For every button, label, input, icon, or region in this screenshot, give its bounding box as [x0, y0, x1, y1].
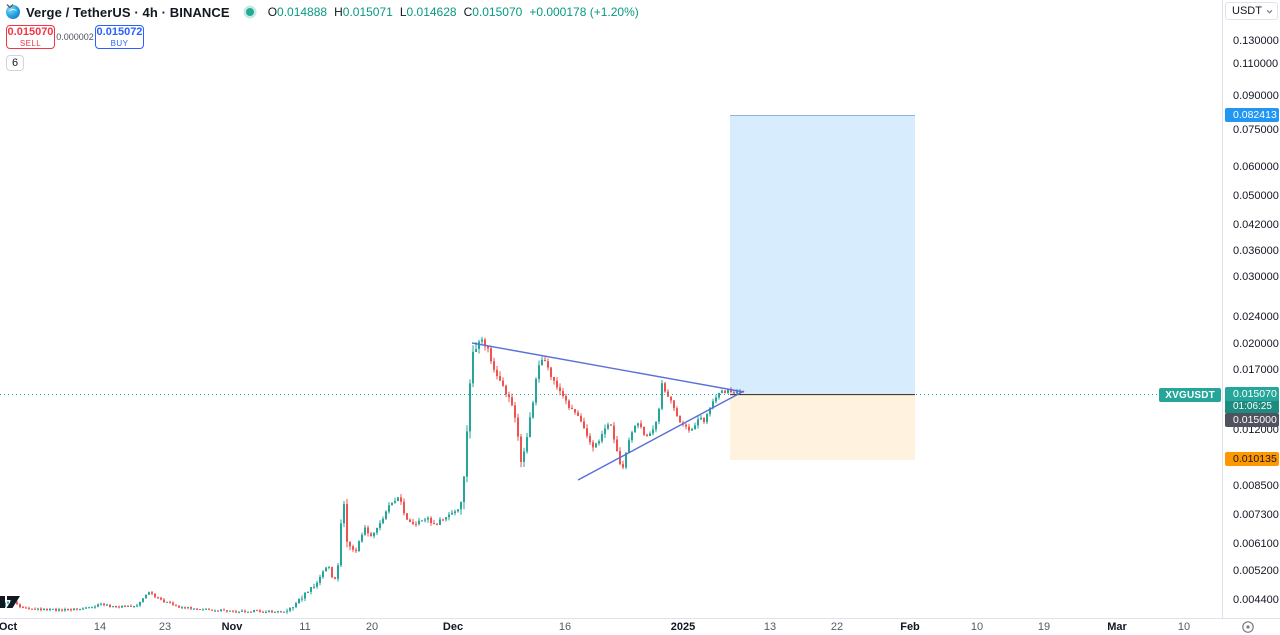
price-tick: 0.004400	[1233, 594, 1279, 606]
time-tick: 10	[1177, 621, 1191, 633]
buy-sell-widget: 0.015070 SELL 0.000002 0.015072 BUY	[6, 25, 639, 49]
ohlc-low: L0.014628	[400, 5, 457, 19]
collapsed-legend-count: 6	[12, 57, 19, 69]
triangle-upper-trendline[interactable]	[471, 342, 745, 393]
ohlc-change: +0.000178 (+1.20%)	[529, 5, 639, 19]
currency-label: USDT	[1232, 5, 1262, 17]
time-tick: 10	[970, 621, 984, 633]
spread-value: 0.000002	[56, 32, 94, 42]
time-tick: 16	[558, 621, 572, 633]
sell-price: 0.015070	[7, 25, 54, 38]
ohlc-values: O0.014888 H0.015071 L0.014628 C0.015070 …	[268, 5, 639, 19]
time-tick: Oct	[0, 621, 18, 633]
time-tick: 23	[158, 621, 172, 633]
triangle-lower-trendline[interactable]	[577, 390, 745, 481]
chart-pane[interactable]: Verge / TetherUS · 4h · BINANCE O0.01488…	[0, 0, 1222, 618]
price-tick: 0.005200	[1233, 565, 1279, 577]
entry-price-label: 0.015000	[1225, 413, 1279, 427]
sell-button[interactable]: 0.015070 SELL	[6, 25, 55, 49]
candlestick-chart[interactable]	[0, 0, 1222, 618]
market-status-dot[interactable]	[245, 8, 254, 16]
ohlc-high-prefix: H	[334, 5, 343, 19]
price-tick: 0.090000	[1233, 90, 1279, 102]
current-price-label: 0.015070 01:06:25	[1225, 387, 1279, 413]
time-tick: 13	[763, 621, 777, 633]
price-tick: 0.030000	[1233, 271, 1279, 283]
time-tick: 20	[365, 621, 379, 633]
timezone-settings-icon[interactable]	[1241, 620, 1255, 634]
time-tick: Mar	[1107, 621, 1127, 633]
chevron-down-icon	[1266, 9, 1273, 14]
time-tick: 14	[93, 621, 107, 633]
price-tick: 0.006100	[1233, 538, 1279, 550]
price-tick: 0.020000	[1233, 338, 1279, 350]
price-tick: 0.024000	[1233, 311, 1279, 323]
buy-label: BUY	[110, 38, 129, 48]
currency-selector-button[interactable]: USDT	[1225, 2, 1278, 20]
ohlc-low-prefix: L	[399, 5, 407, 19]
target-price-label: 0.082413	[1225, 108, 1279, 122]
price-axis[interactable]: USDT 0.130000 0.110000 0.090000 0.075000 0.0…	[1222, 0, 1280, 618]
time-axis[interactable]: Oct 14 23 Nov 11 20 Dec 16 2025 13 22 Feb 10 19 Mar 10	[0, 618, 1280, 635]
long-position-stop-zone[interactable]	[730, 395, 915, 460]
long-position-profit-zone[interactable]	[730, 115, 915, 393]
time-tick: Nov	[221, 621, 243, 633]
buy-price: 0.015072	[96, 25, 143, 38]
price-tick: 0.130000	[1233, 35, 1279, 47]
buy-button[interactable]: 0.015072 BUY	[95, 25, 144, 49]
ohlc-close-value: 0.015070	[472, 5, 523, 19]
ohlc-low-value: 0.014628	[406, 5, 457, 19]
price-tick: 0.007300	[1233, 509, 1279, 521]
sell-label: SELL	[19, 38, 42, 48]
price-tick: 0.060000	[1233, 161, 1279, 173]
ohlc-close: C0.015070	[464, 5, 523, 19]
price-tick: 0.050000	[1233, 190, 1279, 202]
ohlc-high-value: 0.015071	[342, 5, 393, 19]
ohlc-open: O0.014888	[268, 5, 327, 19]
symbol-title[interactable]: Verge / TetherUS · 4h · BINANCE	[26, 4, 230, 20]
verge-coin-icon	[6, 5, 20, 19]
candles-series	[1, 336, 741, 614]
ohlc-high: H0.015071	[334, 5, 393, 19]
ohlc-close-prefix: C	[463, 5, 473, 19]
ohlc-open-value: 0.014888	[277, 5, 328, 19]
price-tick: 0.036000	[1233, 245, 1279, 257]
chevron-down-icon	[6, 4, 14, 9]
symbol-price-tag: XVGUSDT	[1159, 388, 1221, 402]
time-tick: 22	[830, 621, 844, 633]
time-tick: Dec	[442, 621, 464, 633]
price-tick: 0.075000	[1233, 124, 1279, 136]
price-tick: 0.042000	[1233, 219, 1279, 231]
stop-price-label: 0.010135	[1225, 452, 1279, 466]
time-tick: Feb	[900, 621, 920, 633]
time-tick: 19	[1037, 621, 1051, 633]
chart-legend: Verge / TetherUS · 4h · BINANCE O0.01488…	[6, 3, 639, 71]
price-tick: 0.008500	[1233, 480, 1279, 492]
collapsed-legend-toggle[interactable]: 6	[6, 4, 25, 71]
price-tick: 0.017000	[1233, 364, 1279, 376]
ohlc-open-prefix: O	[267, 5, 278, 19]
time-tick: 11	[299, 621, 311, 633]
price-tick: 0.012000	[1233, 424, 1279, 436]
time-tick: 2025	[670, 621, 696, 633]
price-tick: 0.110000	[1233, 58, 1279, 70]
